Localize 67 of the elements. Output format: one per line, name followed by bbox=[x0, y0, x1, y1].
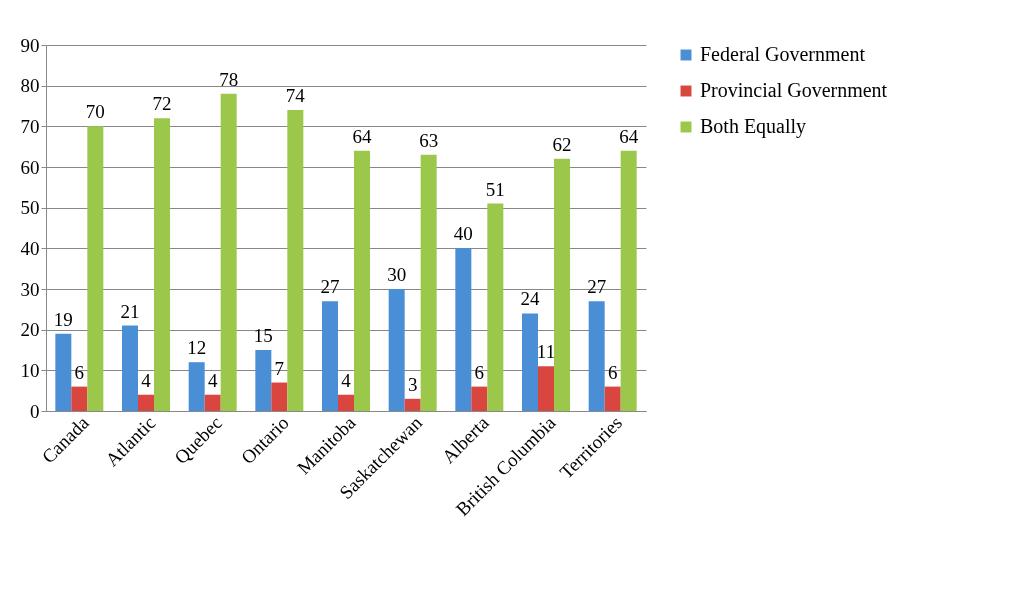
bar bbox=[220, 93, 237, 411]
y-tick-label: 0 bbox=[30, 400, 40, 422]
bar bbox=[55, 333, 72, 411]
bar bbox=[604, 386, 621, 411]
bar bbox=[404, 398, 421, 411]
y-tick-label: 10 bbox=[20, 359, 40, 381]
bar bbox=[538, 366, 554, 411]
bar bbox=[154, 118, 170, 411]
data-label: 7 bbox=[274, 357, 285, 379]
data-label: 27 bbox=[320, 276, 340, 298]
y-tick-label: 30 bbox=[20, 278, 40, 300]
bar bbox=[138, 394, 154, 411]
bar bbox=[554, 158, 570, 411]
y-tick-label: 90 bbox=[20, 34, 40, 56]
data-label: 15 bbox=[253, 325, 273, 346]
data-label: 12 bbox=[187, 337, 207, 359]
y-tick-label: 20 bbox=[20, 319, 40, 341]
data-label: 62 bbox=[552, 133, 572, 155]
data-label: 40 bbox=[453, 223, 473, 245]
bar bbox=[204, 394, 221, 411]
bar bbox=[287, 110, 304, 411]
legend-label: Both Equally bbox=[700, 115, 807, 138]
data-label: 3 bbox=[407, 373, 418, 395]
data-label: 70 bbox=[85, 101, 105, 123]
data-label: 24 bbox=[520, 288, 540, 310]
bar bbox=[354, 150, 370, 411]
data-label: 6 bbox=[74, 361, 85, 383]
bar bbox=[420, 154, 437, 411]
data-label: 4 bbox=[207, 369, 218, 391]
data-label: 21 bbox=[120, 300, 140, 322]
bar bbox=[322, 301, 338, 411]
data-label: 6 bbox=[474, 361, 485, 383]
bar bbox=[455, 248, 472, 411]
bar bbox=[122, 325, 138, 411]
bar bbox=[388, 289, 405, 411]
bar bbox=[255, 350, 272, 411]
data-label: 19 bbox=[53, 308, 73, 330]
bar bbox=[620, 150, 637, 411]
y-tick-label: 70 bbox=[20, 115, 40, 137]
data-label: 64 bbox=[352, 125, 372, 147]
legend-label: Federal Government bbox=[700, 43, 866, 65]
bar bbox=[487, 203, 504, 411]
bar bbox=[71, 386, 88, 411]
data-label: 72 bbox=[152, 93, 172, 115]
data-label: 4 bbox=[341, 369, 352, 391]
data-label: 27 bbox=[587, 276, 607, 298]
y-tick-label: 40 bbox=[20, 237, 40, 259]
data-label: 6 bbox=[607, 361, 618, 383]
data-label: 78 bbox=[219, 68, 239, 90]
data-label: 74 bbox=[285, 85, 306, 107]
bar bbox=[338, 394, 354, 411]
legend-label: Provincial Government bbox=[700, 79, 888, 101]
data-label: 11 bbox=[536, 341, 556, 363]
y-tick-label: 60 bbox=[20, 156, 40, 178]
data-label: 30 bbox=[387, 264, 407, 285]
bar bbox=[588, 301, 605, 411]
y-tick-label: 50 bbox=[20, 197, 40, 219]
bar bbox=[471, 386, 488, 411]
bar bbox=[271, 382, 288, 411]
y-tick-label: 80 bbox=[20, 75, 40, 97]
data-label: 4 bbox=[141, 369, 152, 391]
bar bbox=[188, 362, 205, 411]
data-label: 64 bbox=[619, 125, 639, 147]
bar bbox=[87, 126, 104, 411]
data-label: 51 bbox=[485, 178, 505, 200]
data-label: 63 bbox=[419, 129, 439, 151]
bar bbox=[522, 313, 538, 411]
